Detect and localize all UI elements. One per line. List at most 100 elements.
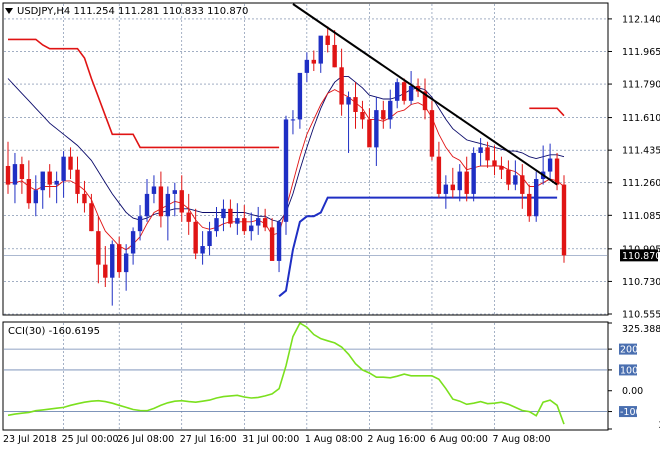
candle[interactable] (443, 175, 449, 209)
candle[interactable] (520, 164, 525, 209)
candle[interactable] (408, 71, 414, 105)
candle[interactable] (360, 100, 365, 129)
candle[interactable] (137, 205, 143, 241)
cci-tick-label: 200 (620, 345, 638, 356)
y-tick-label: 111.085 (622, 211, 660, 222)
candle-body (19, 164, 25, 180)
candle[interactable] (325, 26, 330, 53)
candle[interactable] (256, 206, 261, 235)
candle[interactable] (117, 236, 122, 278)
candle[interactable] (381, 100, 386, 129)
candle[interactable] (304, 52, 310, 83)
x-tick-label: 26 Jul 08:00 (117, 434, 174, 445)
candle[interactable] (47, 164, 52, 198)
candle[interactable] (221, 199, 226, 232)
candle[interactable] (395, 78, 400, 109)
candle-body (214, 218, 219, 232)
candle[interactable] (499, 156, 504, 180)
candle[interactable] (33, 175, 38, 217)
candle[interactable] (235, 203, 240, 235)
candle[interactable] (547, 143, 553, 180)
candle[interactable] (450, 167, 455, 198)
cci-level-box (619, 406, 637, 418)
candle[interactable] (5, 141, 11, 194)
candle-body (33, 190, 38, 204)
candle[interactable] (471, 147, 476, 202)
candle[interactable] (527, 184, 532, 222)
candle[interactable] (506, 160, 511, 191)
candle[interactable] (249, 212, 254, 241)
candle[interactable] (339, 48, 344, 116)
candle-body (547, 158, 553, 172)
candle[interactable] (311, 50, 316, 72)
candle[interactable] (19, 156, 25, 194)
candle[interactable] (388, 89, 393, 129)
candle[interactable] (158, 171, 164, 228)
candle[interactable] (151, 175, 157, 204)
candle[interactable] (40, 171, 45, 209)
candle[interactable] (262, 208, 268, 232)
candle[interactable] (367, 108, 372, 148)
candle[interactable] (193, 208, 198, 260)
candle[interactable] (103, 246, 108, 288)
candle-body (137, 216, 143, 232)
candle[interactable] (534, 171, 539, 222)
candle[interactable] (485, 141, 490, 168)
candle[interactable] (346, 91, 351, 153)
candle[interactable] (12, 152, 18, 204)
candle[interactable] (130, 227, 136, 265)
candle[interactable] (26, 160, 32, 209)
candle[interactable] (207, 221, 212, 256)
candle[interactable] (276, 219, 282, 273)
candle[interactable] (290, 110, 296, 135)
candles[interactable] (5, 26, 567, 306)
candle[interactable] (318, 35, 323, 73)
candle[interactable] (75, 156, 80, 204)
candle[interactable] (54, 171, 59, 204)
candle[interactable] (457, 164, 462, 202)
cci-level-box (619, 343, 637, 355)
candle[interactable] (144, 179, 150, 222)
candle[interactable] (561, 175, 567, 263)
candle-body (429, 110, 435, 157)
x-tick-label: 31 Jul 00:00 (242, 434, 299, 445)
candle[interactable] (422, 78, 428, 120)
support-step-line (278, 196, 558, 298)
candle[interactable] (172, 182, 177, 217)
candle-body (228, 208, 233, 224)
candle[interactable] (478, 138, 483, 166)
candle[interactable] (165, 186, 171, 241)
candle[interactable] (513, 160, 518, 191)
overlay-lines (292, 3, 558, 186)
candle[interactable] (492, 145, 497, 176)
candle[interactable] (68, 147, 73, 180)
candle[interactable] (186, 193, 191, 235)
candle[interactable] (89, 193, 94, 232)
candle[interactable] (283, 115, 289, 235)
candle[interactable] (179, 175, 184, 222)
candle[interactable] (123, 244, 129, 291)
candle[interactable] (401, 78, 407, 105)
candle[interactable] (82, 180, 87, 213)
candle[interactable] (228, 199, 233, 228)
candle[interactable] (297, 72, 303, 129)
y-tick-label: 111.435 (622, 146, 660, 157)
candle[interactable] (353, 82, 358, 129)
candle-body (443, 184, 449, 194)
candle[interactable] (96, 216, 101, 284)
candle[interactable] (332, 30, 337, 68)
candle[interactable] (200, 231, 205, 265)
candle[interactable] (374, 97, 379, 166)
candle[interactable] (110, 240, 115, 306)
candle[interactable] (464, 156, 469, 202)
candle[interactable] (429, 100, 435, 161)
candle[interactable] (242, 205, 247, 235)
candle[interactable] (61, 151, 66, 198)
candle[interactable] (269, 218, 275, 261)
triangle-down-icon[interactable] (5, 8, 13, 14)
y-tick-label: 111.790 (622, 80, 660, 91)
candle[interactable] (214, 206, 219, 237)
candle[interactable] (436, 141, 442, 198)
